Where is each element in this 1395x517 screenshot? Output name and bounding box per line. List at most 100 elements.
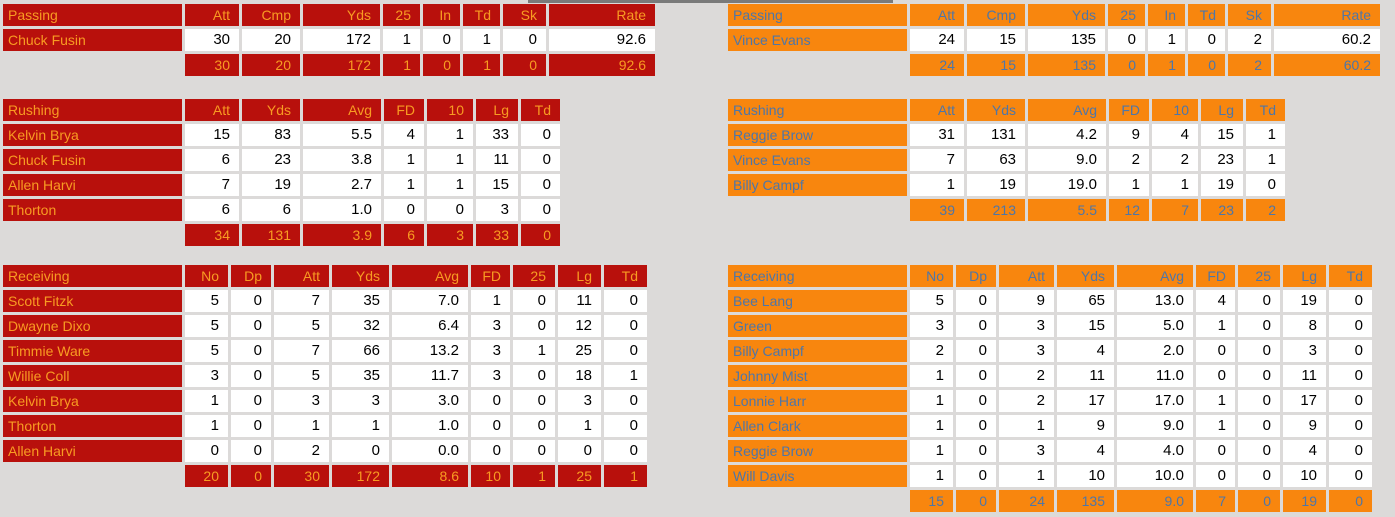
stat-value: 11 <box>476 149 518 171</box>
total-value: 7 <box>1196 490 1235 512</box>
left-passing-table: Passing Att Cmp Yds 25 In Td Sk Rate Chuck Fusin 3… <box>0 1 658 79</box>
stat-value: 1 <box>910 465 953 487</box>
stat-value: 19 <box>1283 290 1326 312</box>
column-header: Yds <box>303 4 380 26</box>
column-header: Lg <box>1283 265 1326 287</box>
stat-value: 10.0 <box>1117 465 1193 487</box>
column-header: Sk <box>1228 4 1271 26</box>
column-header: 25 <box>1238 265 1280 287</box>
stat-value: 3 <box>999 440 1054 462</box>
stat-value: 7 <box>274 290 329 312</box>
stat-value: 11 <box>1057 365 1114 387</box>
stat-value: 5 <box>274 365 329 387</box>
stat-value: 6 <box>242 199 300 221</box>
stat-value: 0 <box>1238 440 1280 462</box>
total-value: 135 <box>1028 54 1105 76</box>
total-value: 15 <box>910 490 953 512</box>
stat-value: 0 <box>1188 29 1225 51</box>
stat-value: 0 <box>513 315 555 337</box>
stat-value: 13.0 <box>1117 290 1193 312</box>
stat-value: 0 <box>956 340 996 362</box>
stat-value: 9 <box>999 290 1054 312</box>
stat-value: 0 <box>1196 440 1235 462</box>
column-header: Td <box>521 99 560 121</box>
player-name: Allen Harvi <box>3 440 182 462</box>
player-row: Reggie Brow 1 0 3 4 4.0 0 0 4 0 <box>728 440 1372 462</box>
right-rushing-table: Rushing Att Yds Avg FD 10 Lg Td Reggie Brow 31 131… <box>725 96 1288 224</box>
player-row: Kelvin Brya 1 0 3 3 3.0 0 0 3 0 <box>3 390 647 412</box>
stat-value: 0 <box>521 199 560 221</box>
stat-value: 5.0 <box>1117 315 1193 337</box>
stat-value: 5 <box>185 315 228 337</box>
player-name: Thorton <box>3 415 182 437</box>
stat-value: 1 <box>1196 390 1235 412</box>
stat-value: 15 <box>476 174 518 196</box>
stat-value: 0 <box>1329 290 1372 312</box>
stat-value: 1 <box>999 465 1054 487</box>
stat-value: 19 <box>967 174 1025 196</box>
stat-value: 1 <box>332 415 389 437</box>
stat-value: 5 <box>185 340 228 362</box>
stat-value: 7 <box>274 340 329 362</box>
stat-value: 0 <box>1196 365 1235 387</box>
column-header: Sk <box>503 4 546 26</box>
stat-value: 0 <box>956 290 996 312</box>
totals-spacer <box>3 54 182 76</box>
stat-value: 0 <box>604 315 647 337</box>
stat-value: 1 <box>513 340 555 362</box>
stat-value: 0 <box>521 149 560 171</box>
left-receiving-table: Receiving No Dp Att Yds Avg FD 25 Lg Td Scott Fitz… <box>0 262 650 490</box>
player-row: Vince Evans 24 15 135 0 1 0 2 60.2 <box>728 29 1380 51</box>
column-header: Td <box>1188 4 1225 26</box>
stat-value: 3 <box>471 365 510 387</box>
total-value: 30 <box>185 54 239 76</box>
stat-value: 1 <box>463 29 500 51</box>
stat-value: 3.0 <box>392 390 468 412</box>
totals-spacer <box>728 199 907 221</box>
stat-value: 24 <box>910 29 964 51</box>
stat-value: 4 <box>1057 440 1114 462</box>
total-value: 5.5 <box>1028 199 1106 221</box>
stat-value: 2.7 <box>303 174 381 196</box>
stat-value: 18 <box>558 365 601 387</box>
player-name: Dwayne Dixo <box>3 315 182 337</box>
stat-value: 2 <box>999 390 1054 412</box>
player-name: Vince Evans <box>728 149 907 171</box>
column-header: Dp <box>956 265 996 287</box>
column-header: FD <box>1196 265 1235 287</box>
stat-value: 3 <box>999 340 1054 362</box>
stat-value: 3 <box>1283 340 1326 362</box>
total-value: 135 <box>1057 490 1114 512</box>
column-header: Att <box>185 99 239 121</box>
header-row: Passing Att Cmp Yds 25 In Td Sk Rate <box>3 4 655 26</box>
stat-value: 11.7 <box>392 365 468 387</box>
total-value: 1 <box>513 465 555 487</box>
column-header: In <box>1148 4 1185 26</box>
total-value: 0 <box>956 490 996 512</box>
table-title: Rushing <box>3 99 182 121</box>
stat-value: 15 <box>1201 124 1243 146</box>
stat-value: 6 <box>185 149 239 171</box>
column-header: Td <box>463 4 500 26</box>
stat-value: 13.2 <box>392 340 468 362</box>
column-header: Att <box>185 4 239 26</box>
stat-value: 0 <box>471 415 510 437</box>
total-value: 2 <box>1228 54 1271 76</box>
stat-value: 1 <box>910 415 953 437</box>
player-row: Thorton 6 6 1.0 0 0 3 0 <box>3 199 560 221</box>
column-header: 25 <box>513 265 555 287</box>
header-row: Receiving No Dp Att Yds Avg FD 25 Lg Td <box>3 265 647 287</box>
column-header: Dp <box>231 265 271 287</box>
total-value: 0 <box>503 54 546 76</box>
column-header: Att <box>910 4 964 26</box>
total-value: 39 <box>910 199 964 221</box>
column-header: 25 <box>383 4 420 26</box>
player-name: Reggie Brow <box>728 124 907 146</box>
player-name: Lonnie Harr <box>728 390 907 412</box>
stat-value: 0 <box>956 365 996 387</box>
stat-value: 19 <box>1201 174 1243 196</box>
player-row: Chuck Fusin 30 20 172 1 0 1 0 92.6 <box>3 29 655 51</box>
column-header: 10 <box>427 99 473 121</box>
stat-value: 1.0 <box>303 199 381 221</box>
stat-value: 7.0 <box>392 290 468 312</box>
